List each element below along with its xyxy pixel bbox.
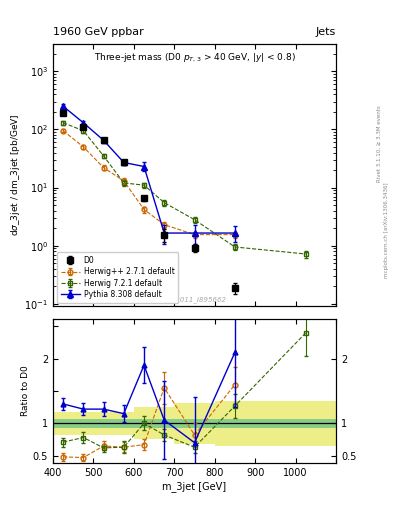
Text: Jets: Jets [316, 27, 336, 37]
Y-axis label: d$\sigma$_3jet / dm_3jet [pb/GeV]: d$\sigma$_3jet / dm_3jet [pb/GeV] [9, 114, 22, 236]
Legend: D0, Herwig++ 2.7.1 default, Herwig 7.2.1 default, Pythia 8.308 default: D0, Herwig++ 2.7.1 default, Herwig 7.2.1… [57, 252, 178, 303]
Text: Rivet 3.1.10, ≥ 3.3M events: Rivet 3.1.10, ≥ 3.3M events [377, 105, 382, 182]
Y-axis label: Ratio to D0: Ratio to D0 [21, 366, 30, 416]
Text: mcplots.cern.ch [arXiv:1306.3436]: mcplots.cern.ch [arXiv:1306.3436] [384, 183, 389, 278]
Text: D0_2011_I895662: D0_2011_I895662 [163, 296, 226, 303]
X-axis label: m_3jet [GeV]: m_3jet [GeV] [162, 481, 227, 492]
Text: 1960 GeV ppbar: 1960 GeV ppbar [53, 27, 144, 37]
Text: Three-jet mass (D0 $p_{T,3}$ > 40 GeV, $|y|$ < 0.8): Three-jet mass (D0 $p_{T,3}$ > 40 GeV, $… [94, 51, 296, 64]
